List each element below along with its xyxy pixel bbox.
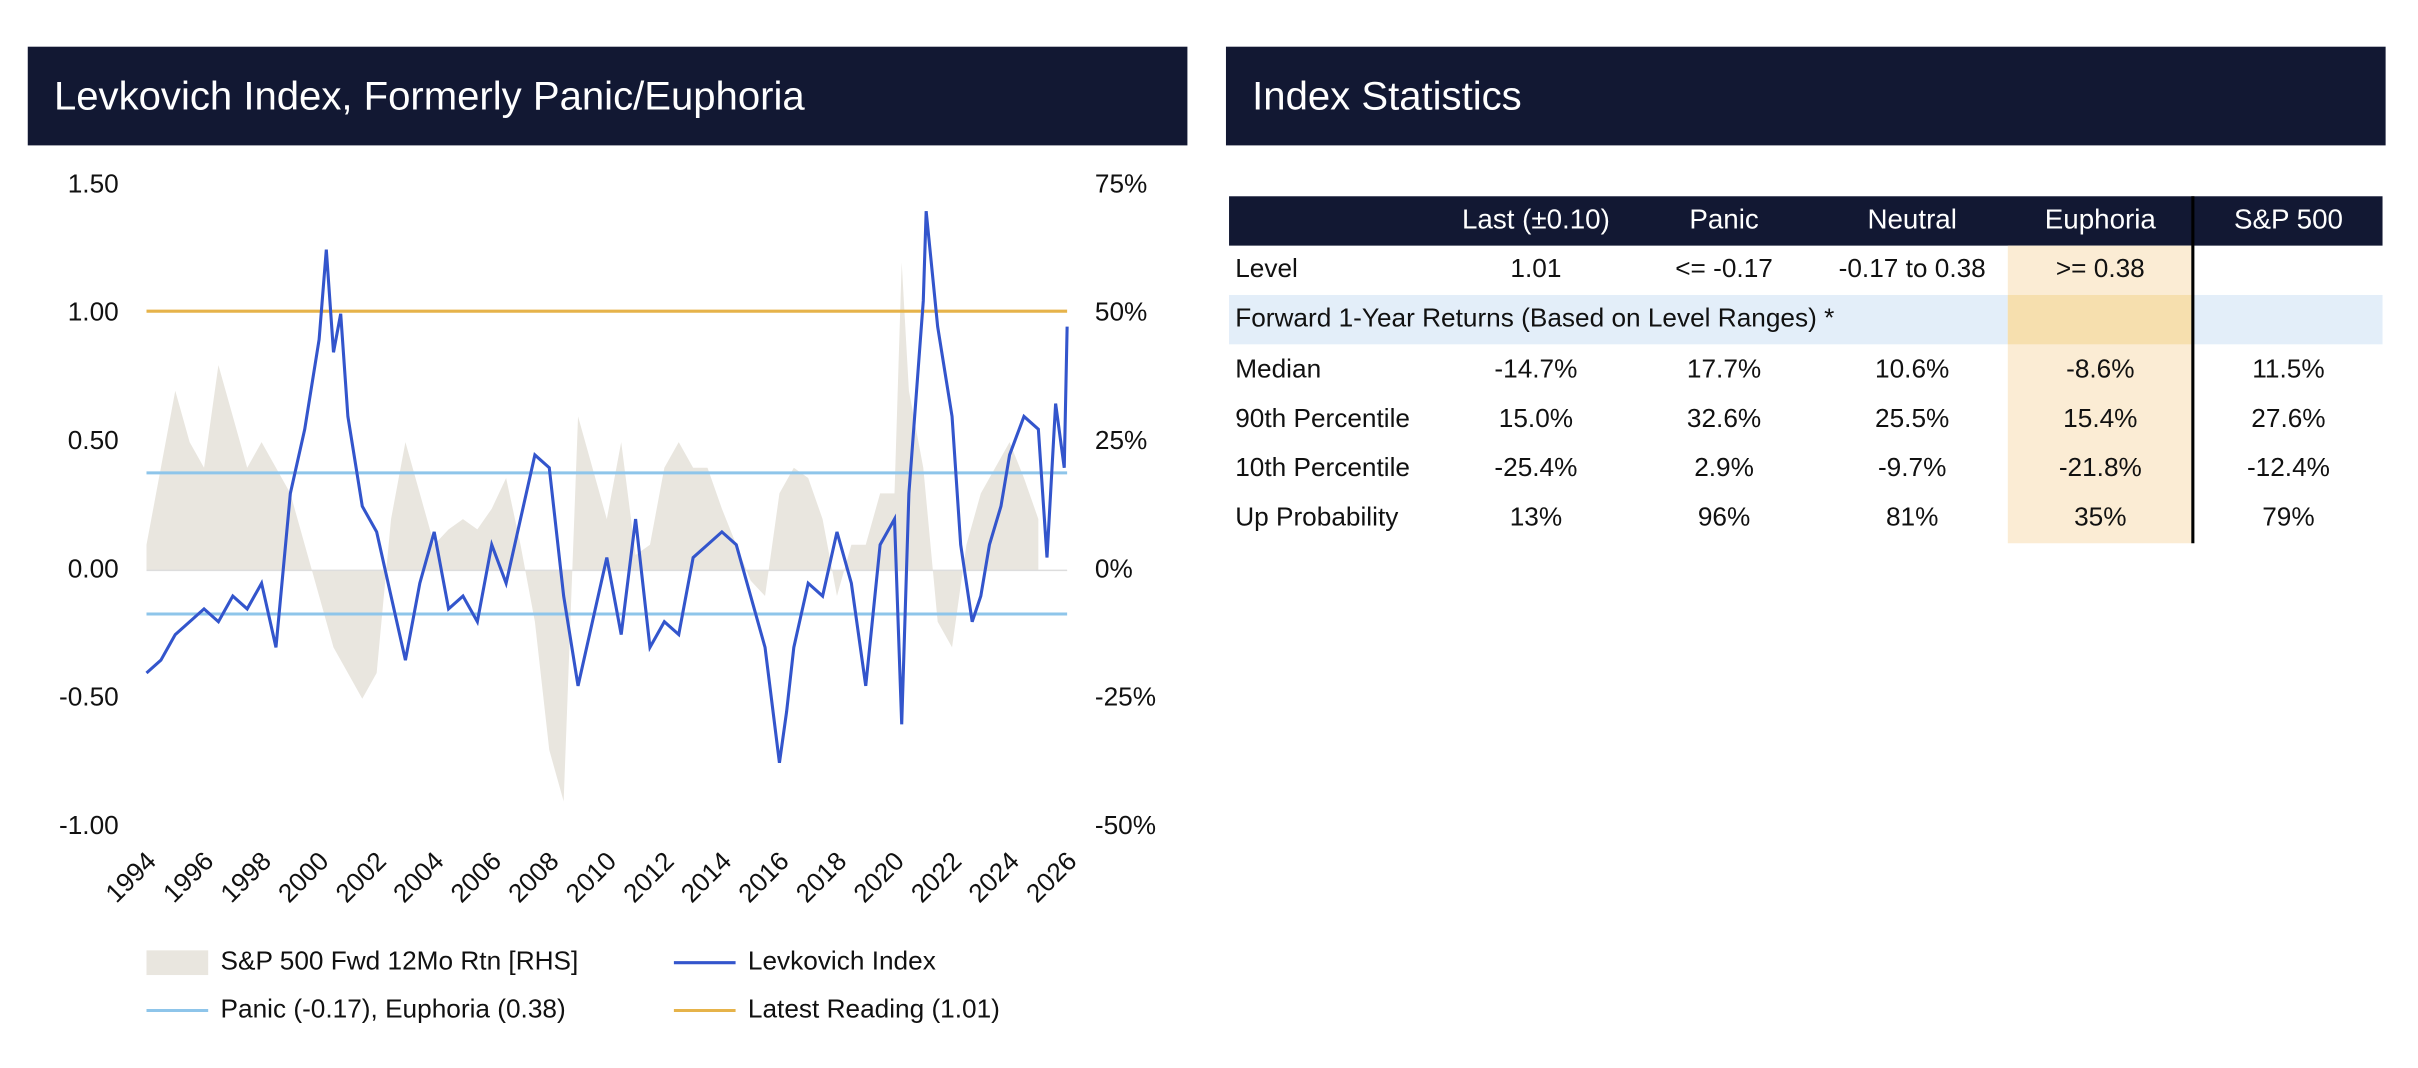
- row-label: Level: [1235, 253, 1298, 283]
- y-tick-label: 1.50: [68, 168, 119, 198]
- x-tick-label: 2006: [445, 846, 507, 908]
- table-cell: 32.6%: [1687, 403, 1761, 433]
- table-cell: >= 0.38: [2056, 253, 2145, 283]
- row-label: Forward 1-Year Returns (Based on Level R…: [1235, 303, 1834, 333]
- column-header: Neutral: [1867, 203, 1956, 234]
- table-cell: 11.5%: [2252, 353, 2324, 383]
- chart-title: Levkovich Index, Formerly Panic/Euphoria: [54, 75, 805, 119]
- table-cell: -9.7%: [1878, 452, 1946, 482]
- x-tick-label: 2016: [732, 846, 794, 908]
- y-tick-label: 1.00: [68, 297, 119, 327]
- column-header: S&P 500: [2234, 203, 2343, 234]
- table-head-row: [1229, 196, 2383, 246]
- table-cell: 35%: [2074, 502, 2126, 532]
- y-tick-label: -0.50: [59, 682, 119, 712]
- x-tick-label: 2000: [272, 846, 334, 908]
- x-tick-label: 2002: [330, 846, 392, 908]
- chart-header: [27, 46, 1188, 146]
- table-cell: 96%: [1698, 502, 1750, 532]
- y2-tick-label: -25%: [1095, 682, 1156, 712]
- row-label: 10th Percentile: [1235, 452, 1410, 482]
- x-tick-label: 2024: [962, 846, 1024, 908]
- column-header: Euphoria: [2045, 203, 2157, 234]
- table-cell: 15.4%: [2063, 403, 2137, 433]
- x-tick-label: 2026: [1020, 846, 1082, 908]
- table-cell: 25.5%: [1875, 403, 1949, 433]
- x-tick-label: 1994: [99, 846, 161, 908]
- table-cell: 15.0%: [1499, 403, 1573, 433]
- table-cell: -8.6%: [2066, 353, 2134, 383]
- table-title: Index Statistics: [1252, 75, 1522, 119]
- y2-tick-label: 50%: [1095, 297, 1147, 327]
- table-cell: 13%: [1510, 502, 1562, 532]
- euphoria-highlight-section: [2007, 294, 2193, 345]
- x-tick-label: 2008: [502, 846, 564, 908]
- y2-tick-label: 25%: [1095, 425, 1147, 455]
- x-tick-label: 1996: [157, 846, 219, 908]
- x-tick-label: 2014: [675, 846, 737, 908]
- x-tick-label: 2010: [560, 846, 622, 908]
- line: [145, 210, 1069, 764]
- x-tick-label: 2004: [387, 846, 449, 908]
- row-label: Median: [1235, 353, 1321, 383]
- table-cell: -21.8%: [2059, 452, 2142, 482]
- table-cell: 27.6%: [2251, 403, 2325, 433]
- table-cell: -12.4%: [2247, 452, 2330, 482]
- table-cell: -14.7%: [1494, 353, 1577, 383]
- table-cell: -0.17 to 0.38: [1839, 253, 1986, 283]
- table-cell: 79%: [2262, 502, 2314, 532]
- y-tick-label: 0.00: [68, 553, 119, 583]
- x-tick-label: 1998: [214, 846, 276, 908]
- y-tick-label: 0.50: [68, 425, 119, 455]
- row-label: Up Probability: [1235, 502, 1399, 532]
- column-header: Panic: [1689, 203, 1759, 234]
- column-header: Last (±0.10): [1462, 203, 1610, 234]
- x-tick-label: 2018: [790, 846, 852, 908]
- euphoria-highlight: [2007, 245, 2193, 544]
- legend-swatch: [146, 950, 209, 976]
- table-cell: 10.6%: [1875, 353, 1949, 383]
- legend-label: Panic (-0.17), Euphoria (0.38): [221, 993, 566, 1023]
- table-cell: 17.7%: [1687, 353, 1761, 383]
- x-tick-label: 2012: [617, 846, 679, 908]
- table-cell: -25.4%: [1494, 452, 1577, 482]
- table-cell: 2.9%: [1694, 452, 1754, 482]
- y2-tick-label: 75%: [1095, 168, 1147, 198]
- row-label: 90th Percentile: [1235, 403, 1410, 433]
- table-cell: <= -0.17: [1675, 253, 1773, 283]
- x-tick-label: 2022: [905, 846, 967, 908]
- legend-label: Latest Reading (1.01): [748, 993, 1000, 1023]
- table-header: [1225, 46, 2386, 146]
- area: [146, 262, 1039, 802]
- table-cell: 81%: [1886, 502, 1938, 532]
- x-tick-label: 2020: [847, 846, 909, 908]
- y2-tick-label: -50%: [1095, 810, 1156, 840]
- y-tick-label: -1.00: [59, 810, 119, 840]
- table-cell: 1.01: [1510, 253, 1561, 283]
- legend-label: S&P 500 Fwd 12Mo Rtn [RHS]: [221, 946, 579, 976]
- y2-tick-label: 0%: [1095, 553, 1133, 583]
- legend-label: Levkovich Index: [748, 946, 936, 976]
